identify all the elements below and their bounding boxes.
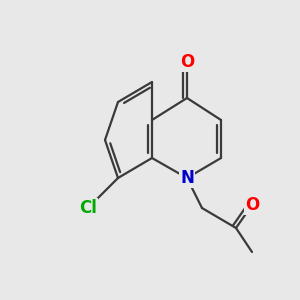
Text: Cl: Cl [79, 199, 97, 217]
Text: O: O [180, 53, 194, 71]
Text: O: O [245, 196, 259, 214]
Text: N: N [180, 169, 194, 187]
